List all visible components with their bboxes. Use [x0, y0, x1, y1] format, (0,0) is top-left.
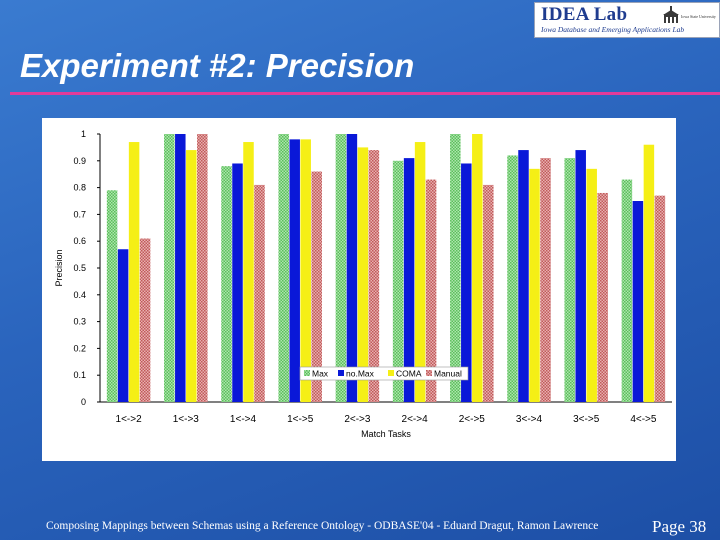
precision-bar-chart: 0 0.1 0.2 0.3 0.4 0.5 0.6 0.7 0.8 0.9 1 Precision Ma… [54, 129, 672, 439]
bar-max-6 [450, 134, 461, 402]
title-underline [10, 92, 720, 95]
x-tick-label: 2<->5 [459, 414, 486, 425]
bar-manual-7 [540, 158, 551, 402]
bar-manual-5 [425, 179, 437, 402]
bar-max-7 [507, 155, 518, 402]
logo-subtitle: Iowa Database and Emerging Applications … [541, 25, 685, 34]
bar-coma-1 [186, 150, 197, 402]
x-axis-label: Match Tasks [361, 429, 411, 439]
x-tick-label: 3<->4 [516, 414, 543, 425]
y-tick-label: 0.2 [73, 343, 86, 353]
chart-panel: 0 0.1 0.2 0.3 0.4 0.5 0.6 0.7 0.8 0.9 1 Precision Ma… [42, 118, 676, 461]
bar-max-4 [335, 134, 347, 402]
y-tick-label: 0.6 [73, 236, 86, 246]
bar-nomax-1 [175, 134, 186, 402]
bar-nomax-6 [461, 163, 472, 402]
x-tick-label: 1<->4 [230, 414, 257, 425]
legend-swatch [426, 370, 432, 376]
x-tick-label: 1<->2 [116, 414, 143, 425]
x-tick-label: 1<->5 [287, 414, 314, 425]
bar-manual-3 [311, 171, 322, 402]
bar-manual-1 [197, 134, 208, 402]
bar-nomax-4 [346, 134, 358, 402]
y-tick-label: 0.4 [73, 290, 86, 300]
bar-max-8 [564, 158, 575, 402]
seal-caption: Iowa State University [681, 14, 716, 19]
bar-coma-7 [529, 168, 540, 402]
bar-manual-2 [254, 184, 265, 402]
legend-swatch [338, 370, 344, 376]
y-tick-label: 0 [81, 397, 86, 407]
bar-coma-3 [300, 139, 311, 403]
bar-manual-9 [654, 195, 666, 402]
bar-manual-6 [483, 184, 494, 402]
bar-max-2 [221, 166, 232, 402]
chart-legend: Max no.Max COMA Manual [299, 366, 469, 381]
bar-coma-5 [414, 142, 426, 402]
x-tick-label: 2<->3 [344, 414, 371, 425]
legend-swatch [304, 370, 310, 376]
legend-label: Max [312, 369, 329, 379]
bar-max-1 [164, 134, 175, 402]
y-tick-label: 0.9 [73, 156, 86, 166]
x-tick-label: 2<->4 [402, 414, 429, 425]
legend-label: no.Max [346, 369, 375, 379]
bar-max-0 [106, 190, 118, 402]
bar-coma-0 [128, 142, 140, 402]
y-tick-label: 0.8 [73, 183, 86, 193]
y-tick-label: 0.7 [73, 209, 86, 219]
bar-manual-8 [597, 192, 608, 402]
bar-max-9 [621, 179, 633, 402]
y-tick-label: 0.3 [73, 317, 86, 327]
bar-nomax-3 [289, 139, 300, 403]
page-number: Page 38 [652, 517, 707, 536]
bar-coma-9 [643, 144, 655, 402]
bar-nomax-7 [518, 150, 529, 402]
footer-citation: Composing Mappings between Schemas using… [46, 520, 599, 532]
x-tick-label: 3<->5 [573, 414, 600, 425]
bar-manual-4 [368, 150, 380, 402]
bar-nomax-8 [575, 150, 586, 402]
bar-nomax-5 [403, 158, 415, 402]
x-tick-label: 4<->5 [630, 414, 657, 425]
bar-coma-8 [586, 168, 597, 402]
idea-lab-logo: IDEA Lab Iowa Database and Emerging Appl… [534, 2, 720, 38]
bar-coma-4 [357, 147, 369, 402]
x-tick-label: 1<->3 [173, 414, 200, 425]
legend-label: COMA [396, 369, 422, 379]
y-axis-label: Precision [54, 249, 64, 286]
y-tick-label: 1 [81, 129, 86, 139]
bar-nomax-2 [232, 163, 243, 402]
university-seal-icon [663, 6, 679, 23]
bar-max-5 [392, 160, 404, 402]
bar-nomax-9 [632, 201, 644, 402]
y-tick-label: 0.5 [73, 263, 86, 273]
y-tick-label: 0.1 [73, 370, 86, 380]
slide-title: Experiment #2: Precision [20, 47, 415, 84]
legend-swatch [388, 370, 394, 376]
legend-label: Manual [434, 369, 462, 379]
bar-coma-6 [472, 134, 483, 402]
bar-manual-0 [139, 238, 151, 402]
bar-nomax-0 [117, 249, 129, 402]
bar-coma-2 [243, 142, 254, 402]
bar-max-3 [278, 134, 289, 402]
logo-title: IDEA Lab [541, 4, 628, 25]
